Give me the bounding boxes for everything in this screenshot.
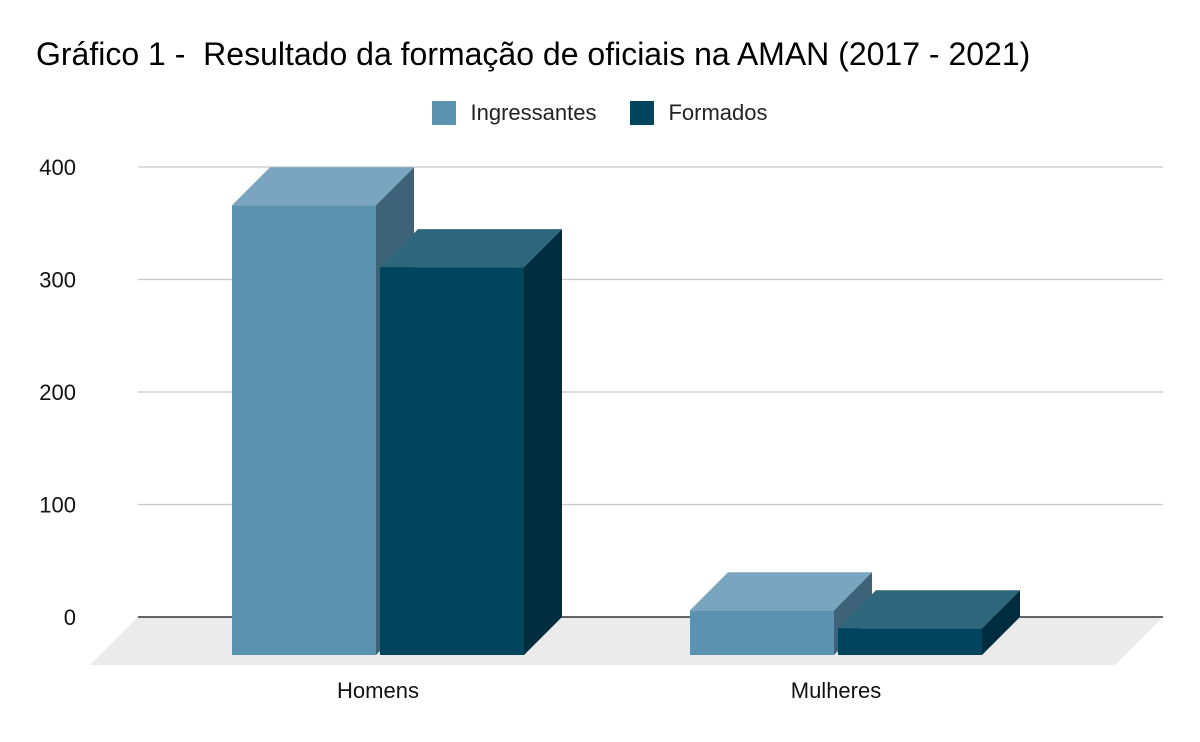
y-tick-label: 200 (39, 380, 76, 405)
bar-front-ingressantes-mulheres (690, 610, 834, 655)
legend-item-formados: Formados (630, 100, 768, 126)
bar-front-formados-mulheres (838, 628, 982, 655)
legend-swatch-formados (630, 101, 655, 125)
chart-title: Gráfico 1 - Resultado da formação de ofi… (36, 36, 1031, 72)
bar-top-formados-homens (380, 229, 562, 268)
bar-front-ingressantes-homens (232, 205, 376, 655)
bar-top-ingressantes-mulheres (690, 572, 872, 611)
legend-label-formados: Formados (668, 100, 768, 125)
bar-side-formados-mulheres (982, 590, 1020, 655)
legend-item-ingressantes: Ingressantes (432, 100, 596, 126)
bar-top-ingressantes-homens (232, 167, 414, 206)
x-category-label: Homens (337, 678, 419, 703)
legend-swatch-ingressantes (432, 101, 457, 125)
bar-side-formados-homens (524, 229, 562, 655)
legend-label-ingressantes: Ingressantes (470, 100, 597, 125)
y-tick-label: 100 (39, 493, 76, 518)
y-tick-label: 0 (64, 605, 76, 630)
y-tick-label: 400 (39, 155, 76, 180)
bar-top-formados-mulheres (838, 590, 1020, 629)
legend: Ingressantes Formados (0, 100, 1200, 126)
y-tick-label: 300 (39, 268, 76, 293)
x-category-label: Mulheres (791, 678, 881, 703)
bar-front-formados-homens (380, 267, 524, 655)
